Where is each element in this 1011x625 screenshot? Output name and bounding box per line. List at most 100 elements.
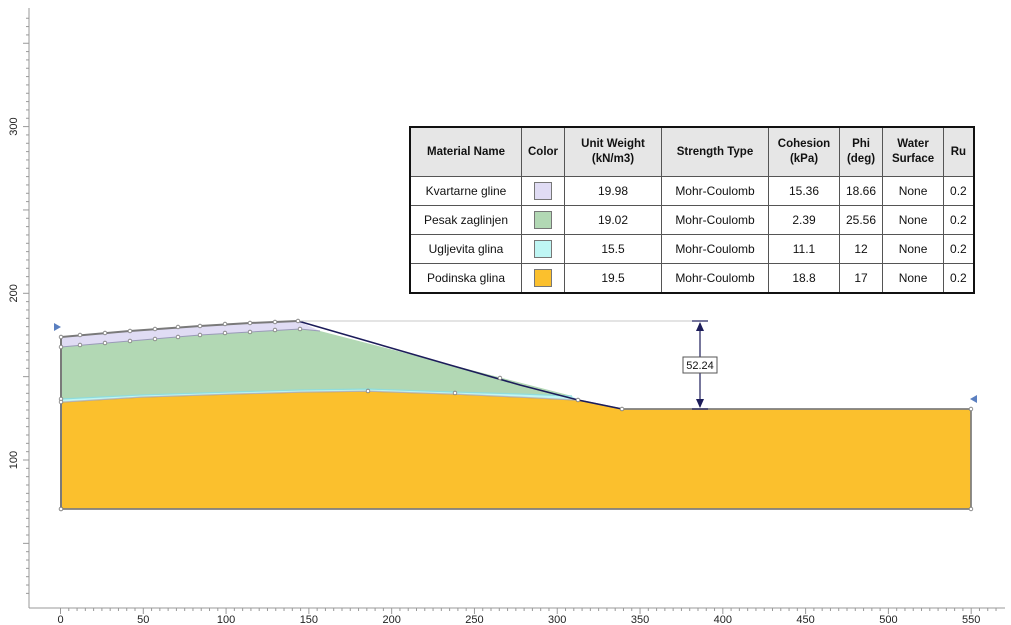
- vertex-marker[interactable]: [77, 332, 83, 338]
- boundary-pesak-ugljevita: [60, 388, 573, 400]
- region-pesak-zaglinjen[interactable]: [61, 329, 572, 399]
- left-limit-marker-icon[interactable]: [54, 323, 61, 331]
- vertex-marker[interactable]: [247, 320, 253, 326]
- material-properties-table: Material Name Color Unit Weight (kN/m3) …: [409, 126, 975, 294]
- vertex-marker[interactable]: [152, 326, 158, 332]
- vertex-marker[interactable]: [102, 330, 108, 336]
- vertex-marker[interactable]: [247, 329, 253, 335]
- x-tick-label: 500: [879, 614, 897, 625]
- vertex-marker[interactable]: [152, 336, 158, 342]
- boundary-ugljevita-podinska: [60, 390, 579, 403]
- table-row: Pesak zaglinjen 19.02 Mohr-Coulomb 2.39 25.5…: [409, 205, 975, 235]
- vertex-marker[interactable]: [968, 406, 974, 412]
- cohesion-cell: 15.36: [768, 176, 840, 206]
- header-water-surface: Water Surface: [882, 126, 945, 177]
- unit-weight-cell: 15.5: [564, 234, 662, 264]
- table-row: Kvartarne gline 19.98 Mohr-Coulomb 15.36 18.…: [409, 176, 975, 206]
- strength-type-cell: Mohr-Coulomb: [661, 234, 769, 264]
- color-cell: [521, 205, 565, 235]
- color-cell: [521, 176, 565, 206]
- vertex-marker[interactable]: [295, 318, 301, 324]
- vertex-marker[interactable]: [175, 334, 181, 340]
- color-cell: [521, 263, 565, 294]
- header-material-name: Material Name: [409, 126, 522, 177]
- ru-cell: 0.2: [943, 263, 975, 294]
- cohesion-cell: 11.1: [768, 234, 840, 264]
- material-color-swatch: [534, 240, 552, 258]
- header-cohesion: Cohesion (kPa): [768, 126, 840, 177]
- vertex-marker[interactable]: [197, 323, 203, 329]
- x-tick-label: 200: [382, 614, 400, 625]
- vertex-marker[interactable]: [968, 506, 974, 512]
- material-name-cell: Pesak zaglinjen: [409, 205, 522, 235]
- x-tick-label: 150: [300, 614, 318, 625]
- vertex-marker[interactable]: [58, 344, 64, 350]
- vertex-marker[interactable]: [365, 388, 371, 394]
- table-row: Ugljevita glina 15.5 Mohr-Coulomb 11.1 12 Non…: [409, 234, 975, 264]
- x-tick-label: 250: [465, 614, 483, 625]
- strength-type-cell: Mohr-Coulomb: [661, 263, 769, 294]
- boundary-vertices: [58, 318, 974, 512]
- x-tick-label: 450: [796, 614, 814, 625]
- region-kvartarne-gline[interactable]: [61, 321, 320, 347]
- phi-cell: 12: [838, 234, 884, 264]
- table-body: Kvartarne gline 19.98 Mohr-Coulomb 15.36 18.…: [409, 176, 975, 294]
- vertex-marker[interactable]: [58, 399, 64, 405]
- strength-type-cell: Mohr-Coulomb: [661, 176, 769, 206]
- vertex-marker[interactable]: [452, 390, 458, 396]
- ru-cell: 0.2: [943, 205, 975, 235]
- vertex-marker[interactable]: [77, 342, 83, 348]
- vertex-marker[interactable]: [175, 324, 181, 330]
- water-surface-cell: None: [882, 176, 945, 206]
- phi-cell: 17: [838, 263, 884, 294]
- vertex-marker[interactable]: [58, 334, 64, 340]
- water-surface-cell: None: [882, 234, 945, 264]
- ru-cell: 0.2: [943, 234, 975, 264]
- right-limit-marker-icon[interactable]: [970, 395, 977, 403]
- x-axis-ticks: 0 50 100 150 200 250 300 350 400 450 500 550: [57, 608, 997, 625]
- vertex-marker[interactable]: [575, 397, 581, 403]
- vertex-marker[interactable]: [127, 328, 133, 334]
- material-color-swatch: [534, 269, 552, 287]
- header-strength-type: Strength Type: [661, 126, 769, 177]
- vertex-marker[interactable]: [297, 326, 303, 332]
- vertex-marker[interactable]: [222, 321, 228, 327]
- axes: 0 50 100 150 200 250 300 350 400 450 500 550 100 200…: [8, 8, 1005, 625]
- x-tick-label: 300: [548, 614, 566, 625]
- slope-height-dimension: 52.24: [682, 320, 718, 410]
- x-tick-label: 100: [217, 614, 235, 625]
- unit-weight-cell: 19.98: [564, 176, 662, 206]
- unit-weight-cell: 19.02: [564, 205, 662, 235]
- dimension-arrow-down-icon: [696, 399, 704, 408]
- cohesion-cell: 18.8: [768, 263, 840, 294]
- vertex-marker[interactable]: [272, 327, 278, 333]
- vertex-marker[interactable]: [197, 332, 203, 338]
- external-boundary: [60, 320, 299, 509]
- color-cell: [521, 234, 565, 264]
- phi-cell: 25.56: [838, 205, 884, 235]
- x-tick-label: 350: [631, 614, 649, 625]
- vertex-marker[interactable]: [127, 338, 133, 344]
- vertex-marker[interactable]: [102, 340, 108, 346]
- material-boundaries: [60, 320, 972, 510]
- dimension-arrow-up-icon: [696, 322, 704, 331]
- x-tick-label: 0: [57, 614, 63, 625]
- dimension-label-box: [682, 356, 718, 374]
- header-phi: Phi (deg): [838, 126, 884, 177]
- slope-surface-line: [297, 320, 623, 410]
- y-tick-label: 200: [8, 284, 20, 302]
- table-row: Podinska glina 19.5 Mohr-Coulomb 18.8 17 None…: [409, 263, 975, 294]
- vertex-marker[interactable]: [272, 319, 278, 325]
- vertex-marker[interactable]: [222, 330, 228, 336]
- cohesion-cell: 2.39: [768, 205, 840, 235]
- material-name-cell: Kvartarne gline: [409, 176, 522, 206]
- water-surface-cell: None: [882, 263, 945, 294]
- material-regions: [60, 321, 972, 510]
- vertex-marker[interactable]: [58, 506, 64, 512]
- water-surface-cell: None: [882, 205, 945, 235]
- header-color: Color: [521, 126, 565, 177]
- material-name-cell: Podinska glina: [409, 263, 522, 294]
- vertex-marker[interactable]: [497, 375, 503, 381]
- vertex-marker[interactable]: [619, 406, 625, 412]
